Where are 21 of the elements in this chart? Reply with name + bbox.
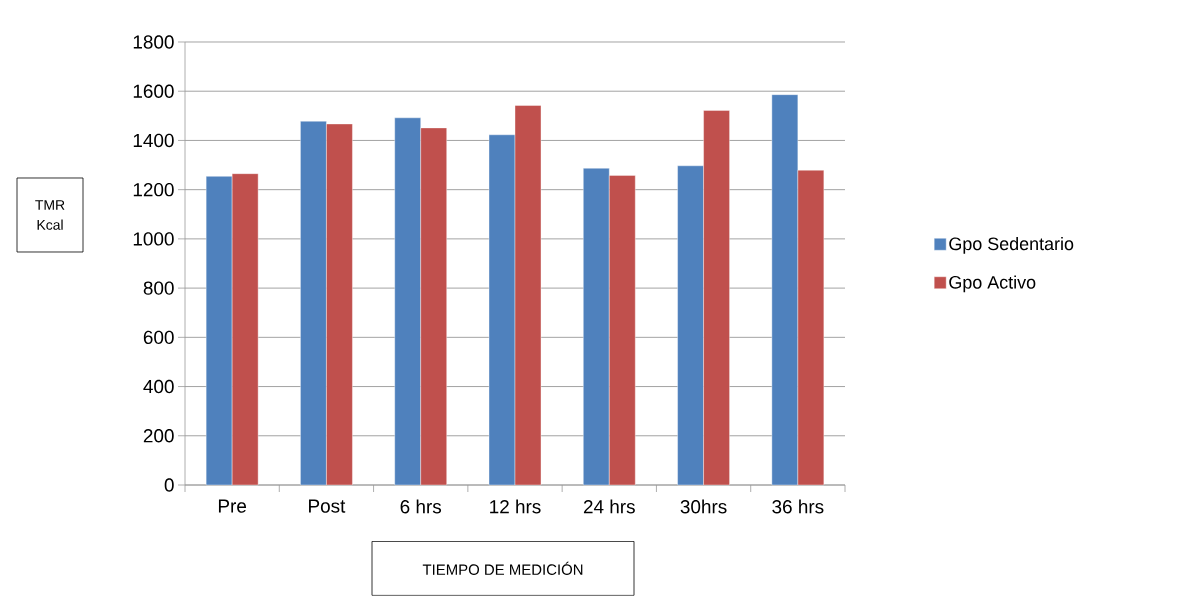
x-tick-label: 24 hrs xyxy=(583,499,635,514)
y-tick-label: 1400 xyxy=(133,133,174,148)
x-tick-label: Post xyxy=(309,499,346,513)
legend-label: Gpo Activo xyxy=(949,275,1036,293)
y-tick-label: 800 xyxy=(143,281,174,295)
y-tick-label: 1600 xyxy=(133,84,174,99)
x-tick-label: 30hrs xyxy=(680,499,727,514)
x-tick-label: 36 hrs xyxy=(772,499,824,514)
y-tick-label: 0 xyxy=(164,478,174,492)
y-tick-label: 1800 xyxy=(133,35,174,49)
x-tick-label: Pre xyxy=(218,499,247,513)
x-tick-label: 12 hrs xyxy=(490,499,541,514)
x-tick-label: 6 hrs xyxy=(400,499,442,514)
x-axis-title: TIEMPO DE MEDICIÓN xyxy=(422,561,583,576)
y-tick-label: 1000 xyxy=(133,232,174,246)
y-axis-title: TMR Kcal xyxy=(35,200,65,230)
y-tick-label: 1200 xyxy=(133,183,174,197)
y-tick-label: 200 xyxy=(143,429,174,443)
legend-label: Gpo Sedentario xyxy=(949,237,1074,254)
y-tick-label: 400 xyxy=(143,379,174,394)
y-tick-label: 600 xyxy=(143,330,174,345)
